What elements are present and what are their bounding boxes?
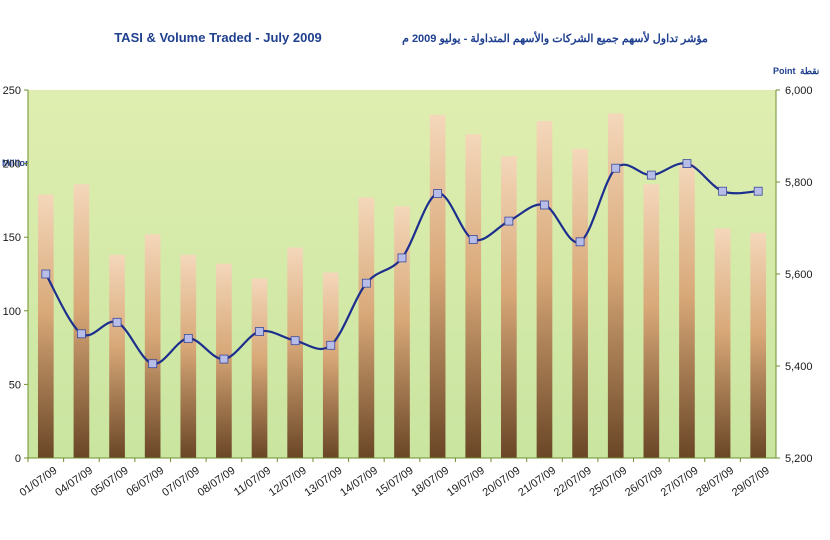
x-tick-label: 22/07/09 — [552, 465, 594, 499]
bar — [358, 197, 375, 458]
line-marker — [468, 235, 478, 244]
x-tick-label: 20/07/09 — [481, 465, 523, 499]
line-marker — [148, 359, 158, 369]
x-tick-label: 18/07/09 — [409, 465, 451, 499]
line-marker — [611, 163, 621, 173]
right-tick-label: 5,600 — [785, 269, 813, 281]
bar — [501, 156, 517, 459]
line-marker — [753, 186, 763, 196]
x-tick-label: 05/07/09 — [89, 465, 131, 499]
bar — [714, 228, 731, 458]
x-tick-label: 26/07/09 — [623, 465, 665, 499]
line-marker — [77, 329, 86, 339]
x-tick-label: 28/07/09 — [694, 465, 736, 499]
line-marker — [397, 253, 407, 263]
bar — [73, 184, 90, 458]
left-tick-label: 50 — [9, 379, 21, 391]
right-axis-unit-english: Point — [773, 66, 796, 76]
x-tick-label: 12/07/09 — [267, 465, 309, 499]
left-tick-label: 150 — [3, 232, 21, 244]
x-tick-label: 27/07/09 — [659, 465, 701, 499]
right-tick-label: 5,400 — [785, 361, 813, 373]
x-tick-label: 14/07/09 — [338, 465, 380, 499]
line-marker — [718, 186, 727, 196]
x-tick-label: 08/07/09 — [196, 465, 238, 499]
x-tick-label: 11/07/09 — [232, 465, 273, 499]
line-marker — [219, 354, 229, 364]
left-tick-label: 0 — [15, 453, 21, 465]
x-tick-label: 04/07/09 — [53, 465, 95, 499]
bar — [679, 163, 695, 458]
line-marker — [575, 237, 585, 247]
bar — [322, 272, 339, 458]
x-tick-label: 19/07/09 — [445, 465, 487, 499]
bar-series — [37, 113, 767, 459]
bar — [465, 134, 482, 458]
bar — [394, 206, 410, 458]
line-marker — [183, 333, 193, 343]
line-marker — [290, 336, 300, 346]
line-marker — [433, 189, 443, 198]
left-tick-label: 100 — [3, 306, 21, 318]
bar — [536, 120, 553, 459]
x-tick-label: 07/07/09 — [160, 465, 202, 499]
bar — [429, 115, 446, 459]
bar — [572, 148, 588, 458]
bar — [251, 278, 268, 458]
line-marker — [646, 170, 656, 180]
right-tick-label: 5,200 — [785, 453, 813, 465]
x-tick-label: 13/07/09 — [303, 465, 345, 499]
right-tick-label: 5,800 — [785, 177, 813, 189]
right-tick-label: 6,000 — [785, 85, 813, 97]
bar — [287, 247, 303, 458]
x-tick-label: 25/07/09 — [587, 465, 629, 499]
left-tick-label: 250 — [3, 85, 21, 97]
bar — [37, 194, 54, 458]
line-marker — [255, 327, 264, 336]
line-marker — [361, 278, 371, 288]
chart-title-english: TASI & Volume Traded - July 2009 — [114, 30, 322, 45]
line-series — [41, 159, 763, 369]
bar — [607, 113, 624, 458]
line-marker — [540, 200, 549, 210]
x-tick-label: 01/07/09 — [18, 465, 60, 499]
bar — [643, 184, 660, 458]
left-tick-label: 200 — [3, 159, 21, 171]
chart-title-arabic: مؤشر تداول لأسهم جميع الشركات والأسهم ال… — [402, 31, 708, 45]
bar — [180, 254, 197, 458]
bar — [144, 234, 161, 458]
bar — [109, 254, 125, 458]
line-marker — [504, 216, 514, 226]
line-marker — [112, 317, 122, 327]
right-axis-unit-arabic: نقطة — [800, 66, 819, 76]
x-tick-label: 06/07/09 — [124, 465, 166, 499]
x-tick-label: 21/07/09 — [516, 465, 558, 499]
line-marker — [326, 340, 336, 350]
x-tick-label: 29/07/09 — [730, 465, 772, 499]
line-marker — [41, 269, 51, 279]
bar — [750, 232, 767, 458]
line-marker — [682, 159, 692, 169]
x-tick-label: 15/07/09 — [374, 465, 416, 499]
